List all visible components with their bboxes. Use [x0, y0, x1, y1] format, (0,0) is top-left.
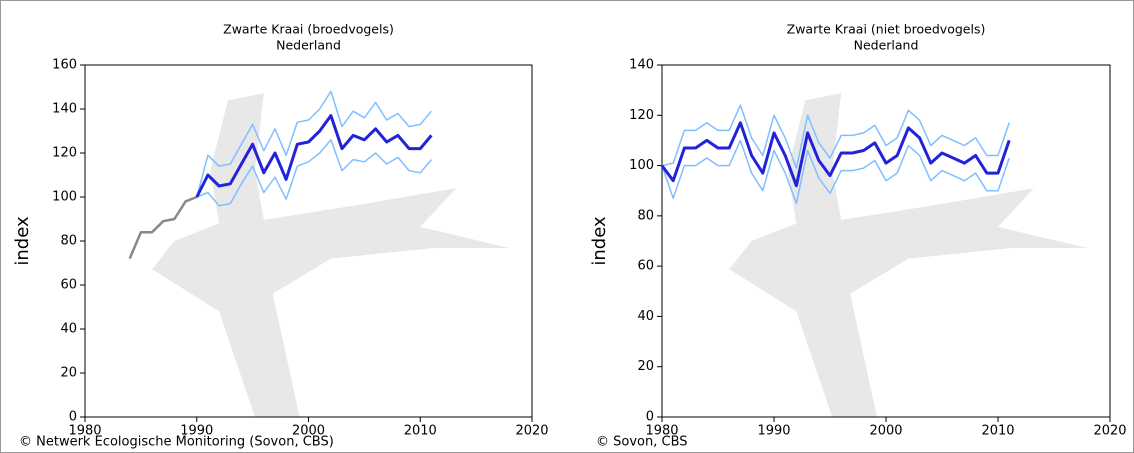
y-tick-label: 60	[637, 259, 654, 274]
chart-subtitle: Nederland	[854, 38, 919, 53]
bird-silhouette	[152, 93, 510, 417]
y-tick-label: 140	[52, 102, 77, 117]
series-line	[196, 139, 432, 207]
chart-title: Zwarte Kraai (broedvogels)	[223, 22, 394, 37]
y-tick-label: 160	[52, 58, 77, 73]
x-tick-label: 1990	[757, 424, 790, 439]
y-tick-label: 40	[637, 309, 654, 324]
y-tick-label: 80	[637, 208, 654, 223]
y-tick-label: 120	[52, 146, 77, 161]
x-tick-label: 2020	[1093, 424, 1126, 439]
x-tick-label: 2020	[515, 424, 548, 439]
y-tick-label: 0	[646, 410, 654, 425]
y-axis-label: index	[12, 216, 33, 266]
x-tick-label: 2000	[869, 424, 902, 439]
series-line	[660, 121, 1011, 188]
series-line	[661, 139, 1010, 205]
x-tick-label: 1980	[68, 424, 101, 439]
y-tick-label: 20	[60, 366, 77, 381]
x-tick-label: 1980	[645, 424, 678, 439]
y-axis-label: index	[589, 216, 610, 266]
y-tick-label: 140	[629, 58, 654, 73]
y-tick-label: 100	[52, 190, 77, 205]
y-tick-label: 0	[69, 410, 77, 425]
series-line	[196, 90, 432, 198]
y-tick-label: 100	[629, 158, 654, 173]
x-tick-label: 2000	[292, 424, 325, 439]
x-tick-label: 2010	[404, 424, 437, 439]
y-tick-label: 120	[629, 108, 654, 123]
x-tick-label: 2010	[981, 424, 1014, 439]
y-tick-label: 60	[60, 278, 77, 293]
y-tick-label: 80	[60, 234, 77, 249]
bird-silhouette	[729, 93, 1088, 417]
chart-subtitle: Nederland	[276, 38, 341, 53]
x-tick-label: 1990	[180, 424, 213, 439]
series-line	[195, 114, 433, 198]
series-line	[128, 195, 198, 260]
caption: © Netwerk Ecologische Monitoring (Sovon,…	[19, 435, 334, 450]
series-line	[661, 104, 1010, 169]
y-tick-label: 40	[60, 322, 77, 337]
y-tick-label: 20	[637, 359, 654, 374]
caption: © Sovon, CBS	[596, 435, 688, 450]
chart-title: Zwarte Kraai (niet broedvogels)	[787, 22, 986, 37]
